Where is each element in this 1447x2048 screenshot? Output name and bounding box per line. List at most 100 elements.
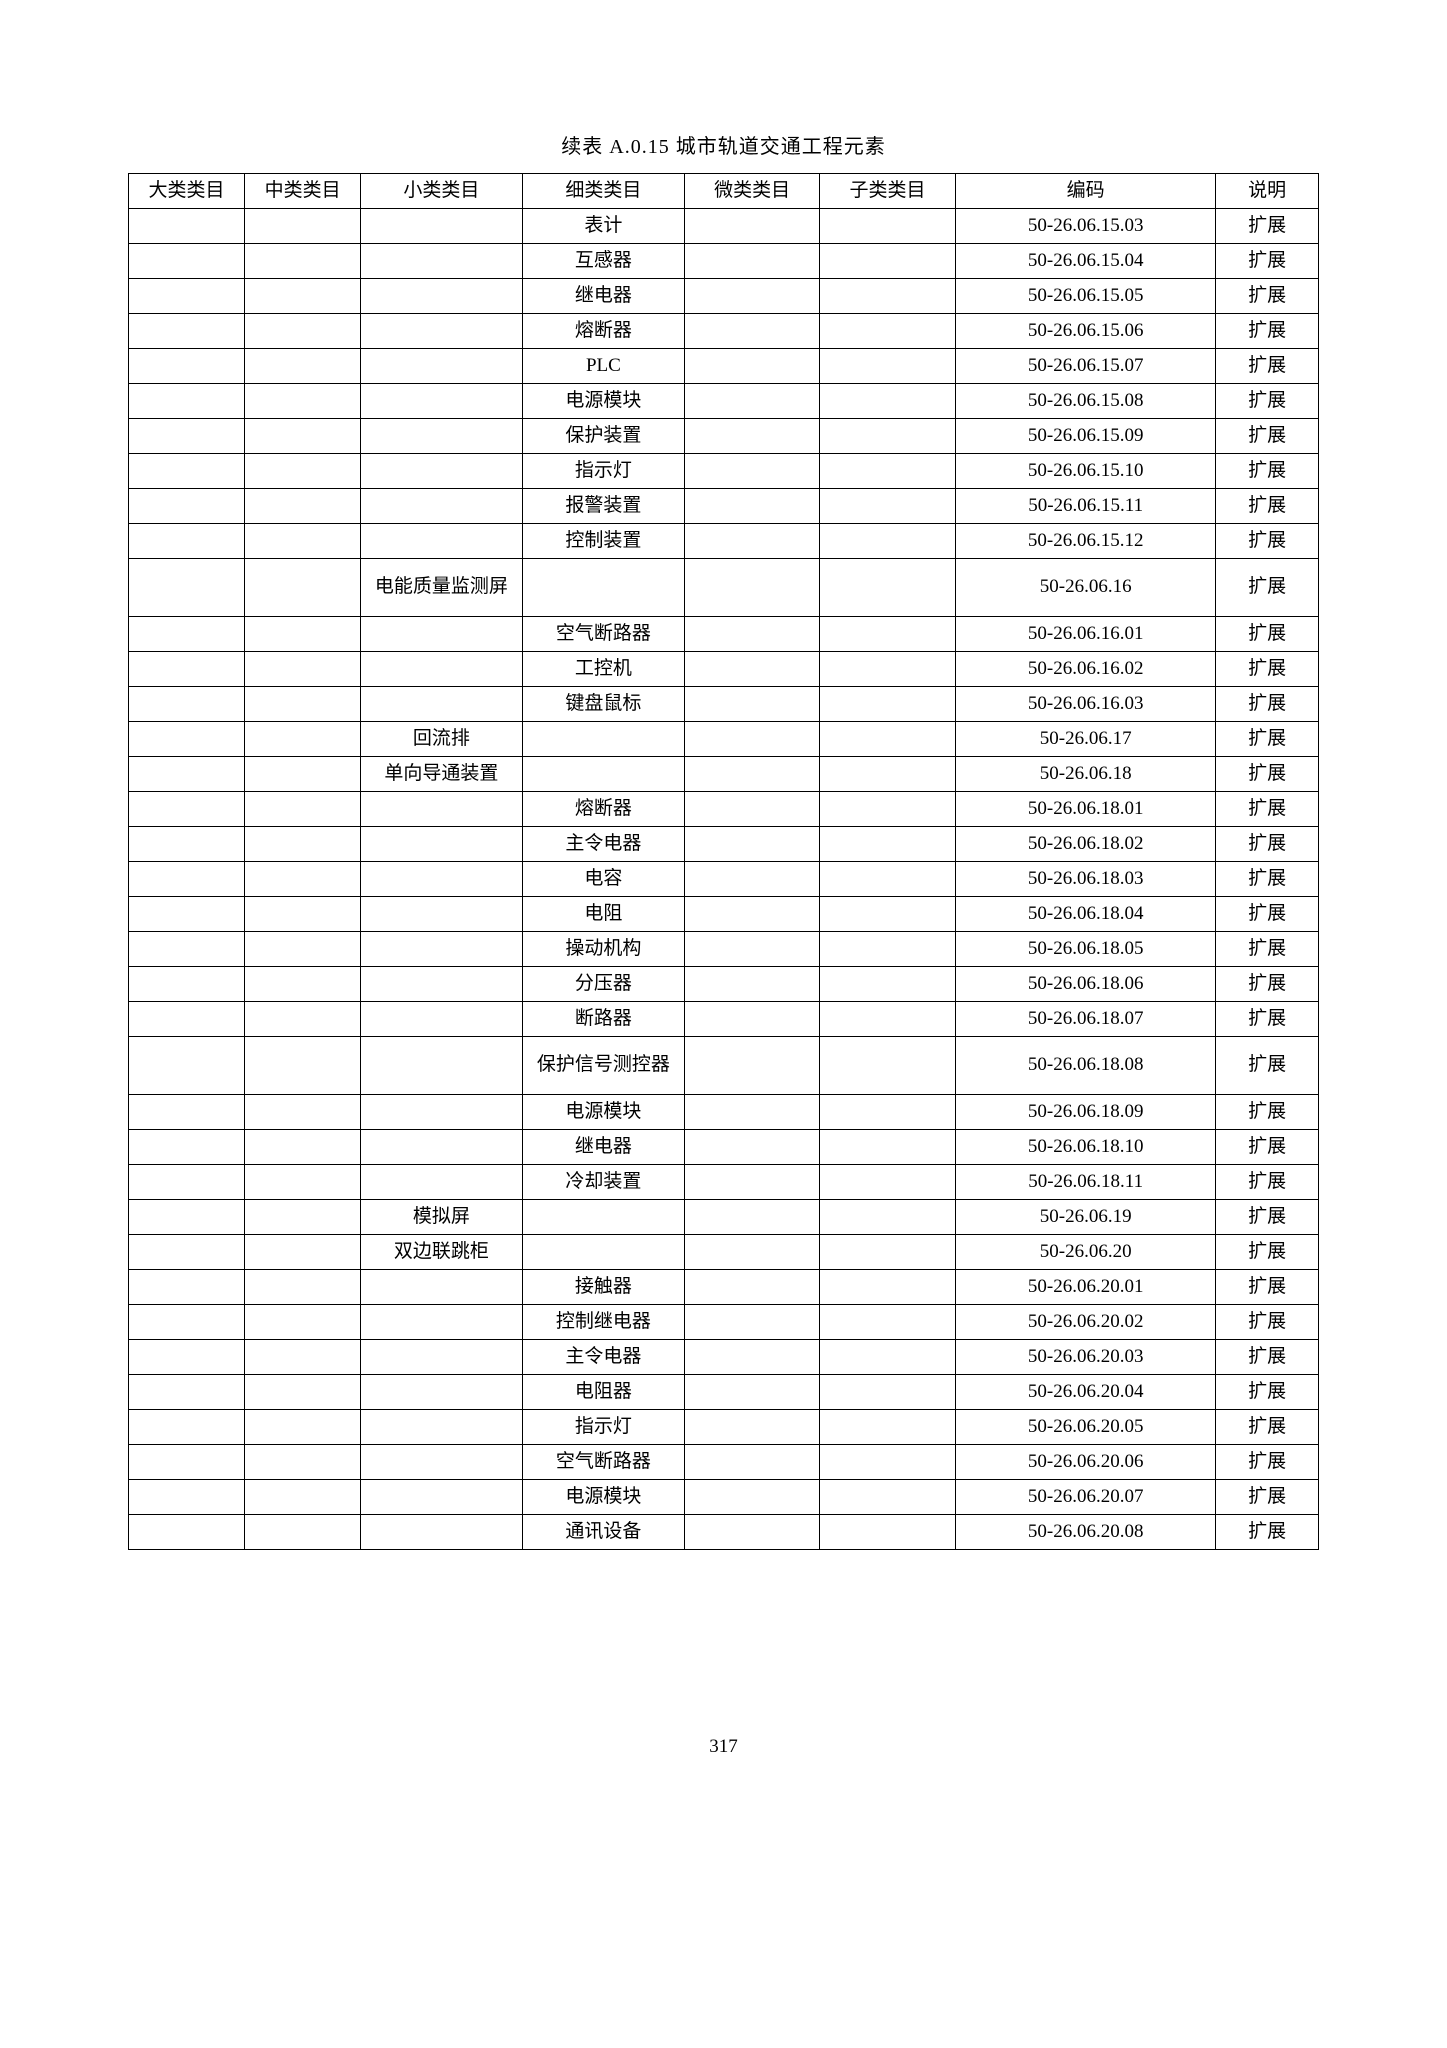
table-cell	[820, 792, 956, 827]
table-cell	[685, 454, 820, 489]
table-cell: 扩展	[1216, 757, 1319, 792]
table-cell: 50-26.06.18.11	[956, 1165, 1216, 1200]
table-cell	[820, 1515, 956, 1550]
table-cell: 熔断器	[522, 314, 685, 349]
table-cell	[245, 967, 361, 1002]
table-cell	[685, 1002, 820, 1037]
table-cell: 扩展	[1216, 1235, 1319, 1270]
table-cell	[129, 1410, 245, 1445]
table-cell	[129, 1270, 245, 1305]
table-row: 主令电器50-26.06.20.03扩展	[129, 1340, 1319, 1375]
table-cell	[685, 967, 820, 1002]
table-cell	[685, 617, 820, 652]
table-cell	[245, 722, 361, 757]
table-cell	[361, 1095, 522, 1130]
table-cell: 扩展	[1216, 1270, 1319, 1305]
table-cell	[245, 932, 361, 967]
table-cell	[685, 1305, 820, 1340]
table-cell	[129, 1130, 245, 1165]
table-row: 互感器50-26.06.15.04扩展	[129, 244, 1319, 279]
table-cell	[820, 932, 956, 967]
table-cell: 50-26.06.15.04	[956, 244, 1216, 279]
table-cell	[685, 279, 820, 314]
table-cell: 扩展	[1216, 1410, 1319, 1445]
table-row: 继电器50-26.06.15.05扩展	[129, 279, 1319, 314]
table-cell	[129, 559, 245, 617]
table-cell	[361, 489, 522, 524]
table-cell	[129, 1095, 245, 1130]
table-cell: 继电器	[522, 279, 685, 314]
table-cell	[361, 617, 522, 652]
table-cell: 50-26.06.20.08	[956, 1515, 1216, 1550]
table-cell: 扩展	[1216, 1200, 1319, 1235]
table-cell	[361, 209, 522, 244]
table-cell: 扩展	[1216, 967, 1319, 1002]
table-cell	[685, 792, 820, 827]
table-cell: 50-26.06.20.05	[956, 1410, 1216, 1445]
table-cell	[820, 1235, 956, 1270]
table-cell	[820, 1095, 956, 1130]
table-cell: 空气断路器	[522, 617, 685, 652]
table-cell: 冷却装置	[522, 1165, 685, 1200]
table-cell: 50-26.06.18.10	[956, 1130, 1216, 1165]
table-cell: 电源模块	[522, 1095, 685, 1130]
table-row: 回流排50-26.06.17扩展	[129, 722, 1319, 757]
table-cell: 操动机构	[522, 932, 685, 967]
table-cell	[685, 489, 820, 524]
table-cell	[361, 1165, 522, 1200]
table-cell: 50-26.06.20.02	[956, 1305, 1216, 1340]
table-cell	[245, 757, 361, 792]
table-cell	[129, 1480, 245, 1515]
table-cell	[820, 862, 956, 897]
col-header-1: 大类类目	[129, 174, 245, 209]
table-cell	[129, 1340, 245, 1375]
table-cell: 扩展	[1216, 1305, 1319, 1340]
table-cell: 扩展	[1216, 489, 1319, 524]
table-row: 熔断器50-26.06.18.01扩展	[129, 792, 1319, 827]
table-cell	[245, 652, 361, 687]
table-cell	[245, 314, 361, 349]
table-cell	[129, 1515, 245, 1550]
table-cell	[820, 897, 956, 932]
table-cell	[245, 897, 361, 932]
table-cell: 指示灯	[522, 454, 685, 489]
table-cell	[129, 244, 245, 279]
table-cell	[245, 524, 361, 559]
table-cell	[820, 1445, 956, 1480]
table-cell	[245, 1002, 361, 1037]
table-cell: 50-26.06.18.01	[956, 792, 1216, 827]
table-cell	[245, 1130, 361, 1165]
table-cell: 扩展	[1216, 827, 1319, 862]
table-cell	[129, 687, 245, 722]
data-table: 大类类目 中类类目 小类类目 细类类目 微类类目 子类类目 编码 说明 表计50…	[128, 173, 1319, 1550]
table-row: 空气断路器50-26.06.16.01扩展	[129, 617, 1319, 652]
table-cell	[361, 1445, 522, 1480]
table-cell	[245, 419, 361, 454]
table-cell	[685, 1130, 820, 1165]
table-cell	[245, 209, 361, 244]
table-cell: 50-26.06.20.06	[956, 1445, 1216, 1480]
table-row: 电源模块50-26.06.18.09扩展	[129, 1095, 1319, 1130]
table-cell	[820, 314, 956, 349]
table-cell: 扩展	[1216, 314, 1319, 349]
table-cell: 50-26.06.18.04	[956, 897, 1216, 932]
table-cell	[820, 1002, 956, 1037]
table-cell: 电阻器	[522, 1375, 685, 1410]
table-cell	[361, 1480, 522, 1515]
table-cell	[129, 279, 245, 314]
table-cell	[522, 722, 685, 757]
table-cell: 扩展	[1216, 897, 1319, 932]
table-cell	[245, 489, 361, 524]
table-cell	[820, 1480, 956, 1515]
table-cell	[685, 862, 820, 897]
table-cell	[685, 244, 820, 279]
table-cell: 50-26.06.17	[956, 722, 1216, 757]
table-cell: 扩展	[1216, 454, 1319, 489]
table-cell	[685, 1375, 820, 1410]
table-cell	[361, 454, 522, 489]
table-row: 分压器50-26.06.18.06扩展	[129, 967, 1319, 1002]
table-cell	[245, 384, 361, 419]
table-cell	[820, 967, 956, 1002]
table-cell	[820, 209, 956, 244]
table-cell	[685, 722, 820, 757]
